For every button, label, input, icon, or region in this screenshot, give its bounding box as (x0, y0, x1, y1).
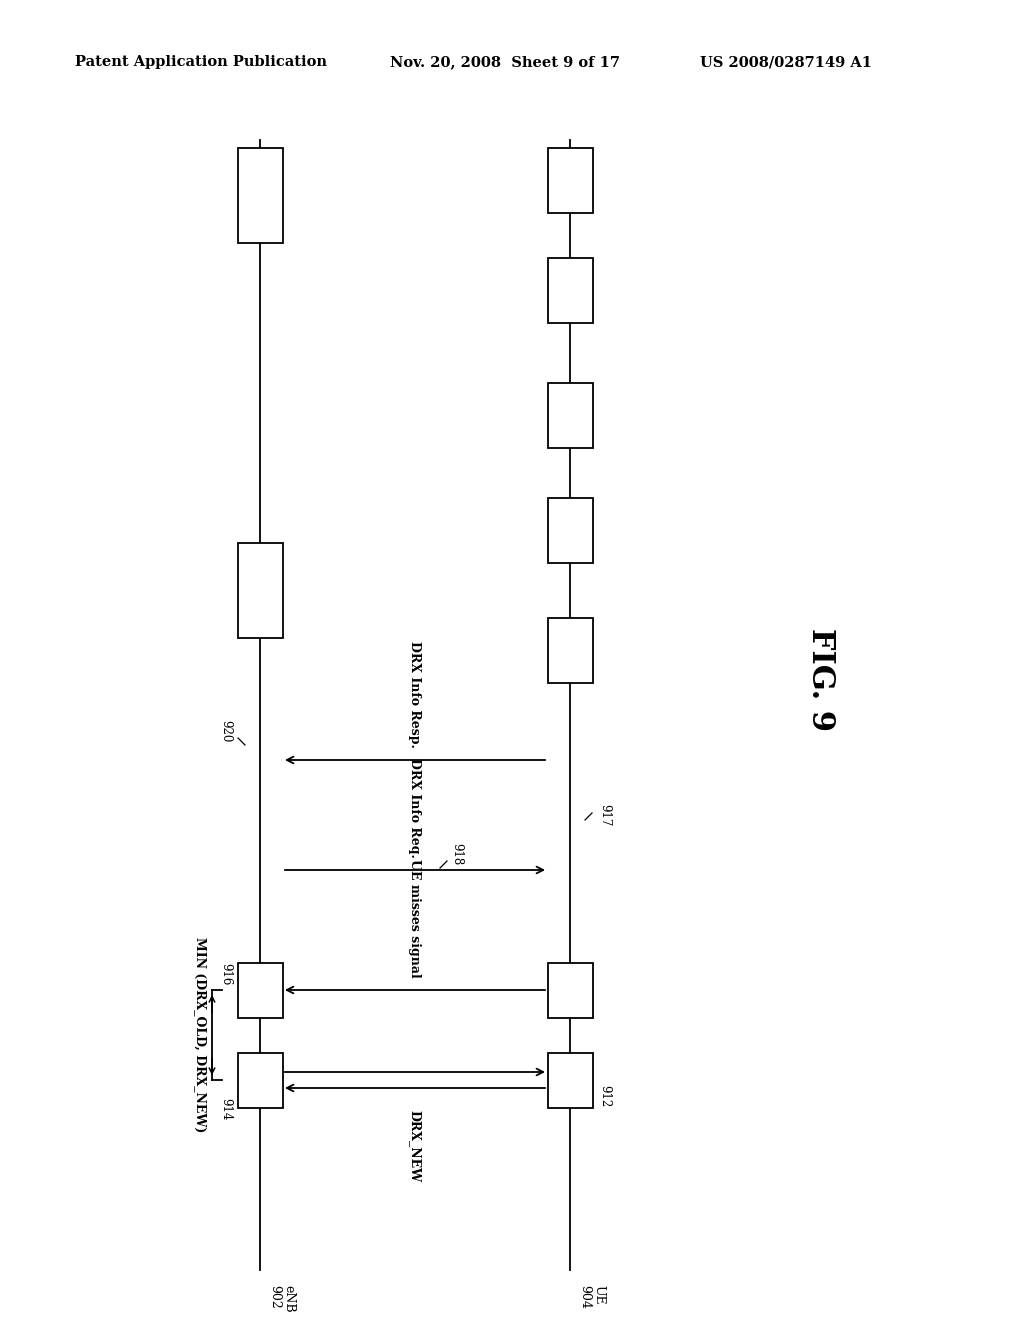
Text: 904: 904 (578, 1284, 591, 1309)
Bar (548, 618, 593, 682)
Text: Patent Application Publication: Patent Application Publication (75, 55, 327, 69)
Bar (238, 1052, 283, 1107)
Text: DRX Info Req.: DRX Info Req. (409, 758, 422, 858)
Bar (548, 383, 593, 447)
Text: 914: 914 (219, 1098, 232, 1121)
Text: US 2008/0287149 A1: US 2008/0287149 A1 (700, 55, 872, 69)
Bar (548, 1052, 593, 1107)
Bar (548, 257, 593, 322)
Text: MIN (DRX_OLD, DRX_NEW): MIN (DRX_OLD, DRX_NEW) (194, 937, 207, 1133)
Bar (238, 543, 283, 638)
Bar (548, 148, 593, 213)
Text: 916: 916 (219, 962, 232, 985)
Text: eNB: eNB (282, 1284, 295, 1312)
Text: UE: UE (592, 1284, 605, 1304)
Text: 912: 912 (598, 1085, 611, 1107)
Text: DRX Info Resp.: DRX Info Resp. (409, 642, 422, 748)
Text: 917: 917 (598, 804, 611, 826)
Bar (548, 962, 593, 1018)
Text: FIG. 9: FIG. 9 (805, 628, 836, 731)
Bar (238, 148, 283, 243)
Bar (238, 962, 283, 1018)
Bar (548, 498, 593, 562)
Text: 918: 918 (450, 842, 463, 865)
Text: DRX_NEW: DRX_NEW (409, 1110, 422, 1183)
Text: 920: 920 (219, 719, 232, 742)
Text: Nov. 20, 2008  Sheet 9 of 17: Nov. 20, 2008 Sheet 9 of 17 (390, 55, 620, 69)
Text: UE misses signal: UE misses signal (409, 859, 422, 978)
Text: 902: 902 (268, 1284, 281, 1308)
